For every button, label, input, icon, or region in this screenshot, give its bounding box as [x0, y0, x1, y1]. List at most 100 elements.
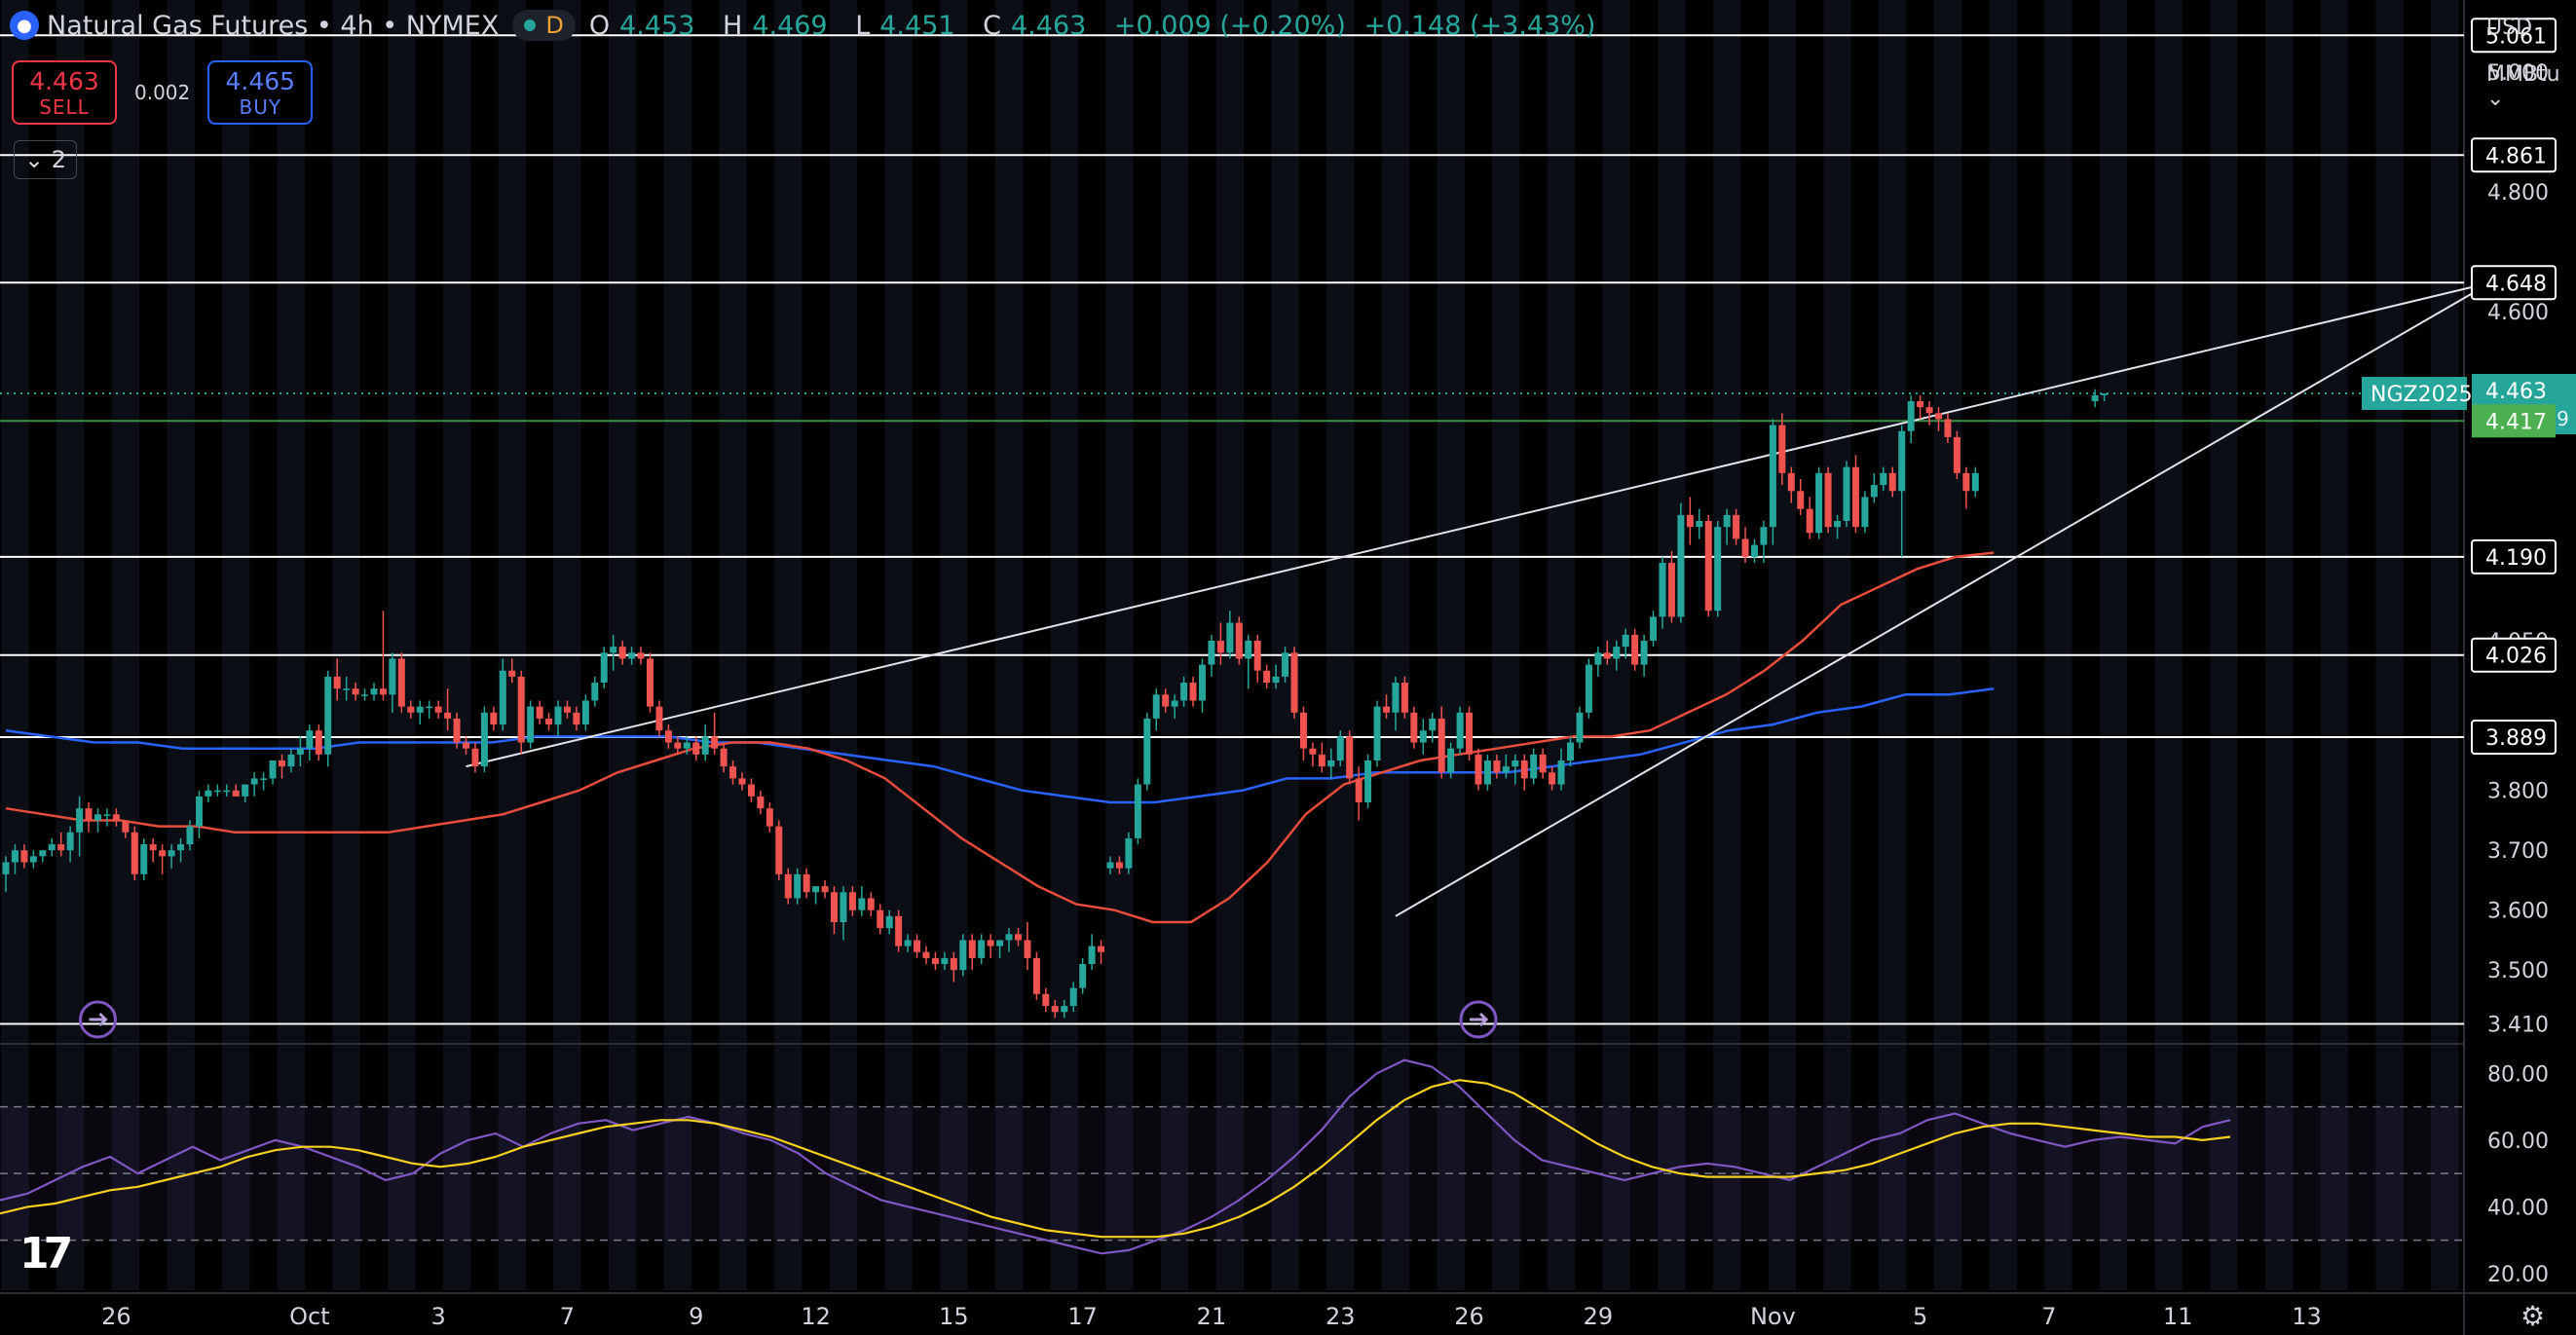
candle-body — [848, 892, 856, 910]
candle-body — [140, 844, 148, 874]
candle — [784, 868, 792, 905]
buy-label: BUY — [239, 94, 282, 119]
candle — [269, 760, 277, 785]
candle — [279, 754, 285, 779]
session-stripe — [2210, 0, 2238, 1290]
unit-selector[interactable]: MMBtu ⌄ — [2486, 62, 2560, 111]
candle-body — [1741, 538, 1749, 557]
candle — [1557, 748, 1565, 791]
candle — [232, 784, 240, 797]
candle — [720, 742, 728, 773]
price-tick-label: 4.600 — [2487, 301, 2549, 325]
candle — [1549, 766, 1556, 791]
rsi-tick-label: 80.00 — [2487, 1062, 2549, 1087]
candle — [1650, 611, 1658, 648]
candle — [1733, 508, 1740, 545]
symbol-title[interactable]: Natural Gas Futures • 4h • NYMEX — [47, 10, 500, 41]
candle-body — [260, 778, 268, 780]
candle — [664, 724, 672, 749]
candle-body — [1659, 563, 1666, 617]
candle — [600, 647, 608, 689]
candle-body — [490, 712, 498, 725]
market-open-dot-icon — [524, 19, 537, 31]
candle-body — [1355, 778, 1363, 803]
candle — [1622, 628, 1629, 659]
buy-button[interactable]: 4.465 BUY — [207, 60, 314, 125]
candle — [223, 784, 231, 797]
candle-body — [527, 706, 535, 743]
candle — [628, 647, 636, 665]
sell-button[interactable]: 4.463 SELL — [12, 60, 117, 125]
candle-body — [287, 754, 295, 767]
time-tick-label: 11 — [2163, 1303, 2193, 1330]
candle-body — [223, 790, 231, 793]
candle — [1162, 688, 1170, 713]
session-stripe — [277, 0, 306, 1290]
candle — [527, 700, 535, 749]
candle — [610, 634, 617, 671]
candle-body — [1760, 527, 1768, 545]
indicators-toggle-button[interactable]: ⌄ 2 — [14, 140, 78, 179]
candle-body — [1502, 766, 1510, 773]
candle — [85, 802, 93, 833]
candle — [287, 748, 295, 773]
candle — [1199, 658, 1206, 713]
candle — [655, 700, 663, 737]
candle-body — [508, 670, 516, 677]
candle — [444, 688, 452, 731]
session-stripe — [2154, 0, 2183, 1290]
candle-body — [1245, 640, 1252, 659]
time-tick-label: 26 — [101, 1303, 131, 1330]
candle-body — [1429, 718, 1437, 731]
candle-body — [1520, 760, 1528, 779]
event-arrow — [89, 1012, 108, 1027]
candle — [140, 837, 148, 880]
candle-body — [757, 796, 765, 809]
candle — [711, 712, 719, 755]
candle — [821, 879, 829, 899]
candle-body — [959, 940, 967, 971]
candle — [361, 688, 369, 701]
candle-body — [2091, 394, 2099, 402]
candle-body — [426, 706, 433, 709]
price-axis: 3.4103.5003.6003.7003.8003.8894.0264.050… — [2471, 18, 2576, 1038]
candle — [996, 940, 1004, 958]
spread-value: 0.002 — [134, 81, 191, 104]
market-status-pill[interactable]: D — [512, 10, 576, 41]
session-stripe — [1326, 0, 1355, 1290]
candle — [858, 886, 866, 916]
gear-icon[interactable]: ⚙ — [2520, 1300, 2546, 1332]
level-badge-label: 3.889 — [2485, 726, 2547, 751]
candle — [1594, 647, 1602, 677]
candle-body — [1318, 754, 1325, 767]
session-stripe — [994, 0, 1024, 1290]
candle — [1309, 742, 1317, 767]
session-stripe — [222, 0, 250, 1290]
candle — [306, 724, 314, 760]
candle — [1475, 748, 1482, 791]
candle — [794, 868, 802, 905]
candle-body — [112, 814, 120, 821]
price-tick-label: 3.410 — [2487, 1014, 2549, 1038]
event-circle — [1459, 1000, 1498, 1039]
candle-body — [39, 850, 47, 857]
candle-body — [1723, 514, 1731, 528]
tradingview-logo[interactable]: 17 — [19, 1229, 73, 1279]
currency-selector[interactable]: USD — [2486, 16, 2533, 40]
candle-body — [232, 790, 240, 797]
candle — [1898, 425, 1906, 557]
candle — [426, 700, 433, 719]
candle-body — [1613, 647, 1621, 659]
candle — [149, 837, 157, 863]
price-tick-label: 3.700 — [2487, 839, 2549, 864]
candle-body — [987, 940, 994, 946]
candle-body — [517, 676, 525, 743]
candle-body — [1216, 640, 1224, 653]
session-stripe — [56, 0, 85, 1290]
level-badge-label: 5.061 — [2485, 24, 2547, 49]
candle — [765, 802, 773, 833]
candle-body — [1051, 1006, 1059, 1013]
candle-body — [434, 706, 442, 713]
candle-body — [1686, 514, 1694, 528]
